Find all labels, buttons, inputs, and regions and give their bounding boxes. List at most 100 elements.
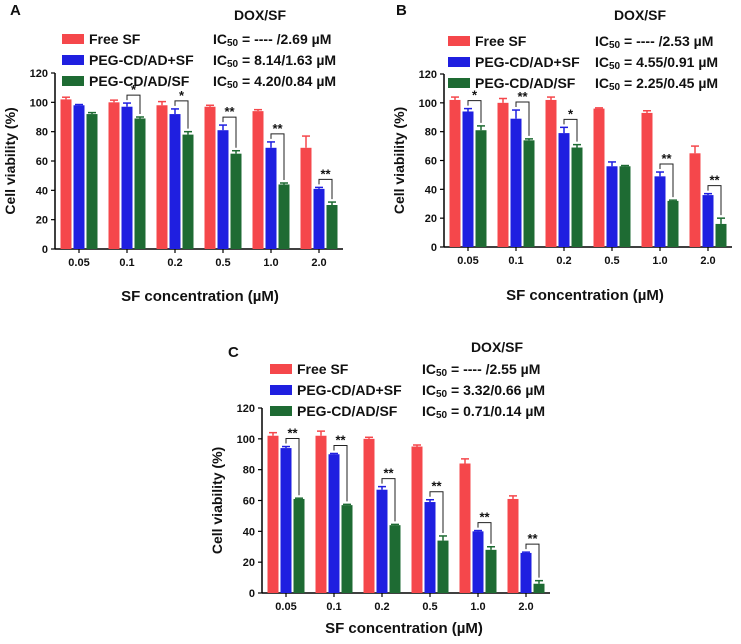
bar (278, 184, 290, 249)
y-tick-label: 40 (243, 526, 255, 538)
x-tick-label: 0.5 (422, 601, 437, 613)
bar (280, 448, 292, 593)
bar (86, 114, 98, 249)
significance-label: ** (287, 426, 298, 441)
y-tick-label: 40 (425, 184, 437, 196)
bar (424, 502, 436, 593)
significance-bracket (222, 116, 237, 148)
legend-swatch (270, 385, 292, 395)
significance-bracket (318, 178, 333, 200)
y-tick-label: 60 (425, 156, 437, 168)
y-tick-label: 0 (431, 242, 437, 254)
significance-bracket (333, 444, 348, 502)
x-tick-label: 1.0 (470, 601, 485, 613)
significance-bracket (477, 522, 492, 544)
ic50-text: IC50 = 3.32/0.66 µM (422, 382, 545, 400)
bar (497, 102, 509, 247)
y-tick-label: 120 (237, 403, 255, 415)
y-tick-label: 0 (42, 244, 48, 256)
y-tick-label: 20 (36, 215, 48, 227)
dox-sf-header: DOX/SF (471, 339, 524, 355)
significance-label: ** (479, 510, 490, 525)
significance-bracket (429, 491, 444, 533)
bar (313, 188, 325, 249)
significance-label: * (568, 106, 574, 121)
bar (156, 105, 168, 250)
x-tick-label: 0.1 (326, 601, 341, 613)
x-tick-label: 2.0 (700, 255, 715, 267)
y-tick-label: 60 (243, 496, 255, 508)
bar (204, 106, 216, 249)
bar (60, 99, 72, 250)
ic50-text: IC50 = ---- /2.53 µM (595, 33, 713, 51)
bar (376, 489, 388, 593)
significance-bracket (270, 133, 285, 180)
bar (462, 111, 474, 247)
y-tick-label: 80 (425, 127, 437, 139)
bar (593, 108, 605, 247)
legend-label: PEG-CD/AD+SF (475, 54, 580, 70)
bar (459, 463, 471, 593)
y-tick-label: 0 (249, 588, 255, 600)
bar (341, 505, 353, 593)
chart-panel-c: C DOX/SF Free SF IC50 = ---- /2.55 µM PEG-CD… (209, 339, 550, 637)
bar (654, 176, 666, 247)
bar (134, 118, 146, 249)
bar (265, 147, 277, 249)
y-tick-label: 60 (36, 156, 48, 168)
ic50-text: IC50 = 4.55/0.91 µM (595, 54, 718, 72)
bar (169, 114, 181, 249)
x-tick-label: 0.5 (215, 257, 230, 269)
ic50-text: IC50 = ---- /2.55 µM (422, 361, 540, 379)
bar (230, 153, 242, 249)
panel-letter: B (396, 2, 407, 19)
y-tick-label: 100 (237, 434, 255, 446)
chart-panel-b: B DOX/SF Free SF IC50 = ---- /2.53 µM PEG-CD… (391, 2, 732, 304)
significance-bracket (467, 100, 482, 123)
bar (73, 105, 85, 250)
significance-label: * (179, 88, 185, 103)
y-tick-label: 20 (243, 557, 255, 569)
panel-letter: C (228, 344, 239, 361)
bar (437, 540, 449, 593)
y-tick-label: 120 (419, 69, 437, 81)
y-tick-label: 80 (243, 465, 255, 477)
legend-label: Free SF (475, 33, 527, 49)
significance-bracket (381, 478, 396, 522)
significance-label: * (131, 82, 137, 97)
x-axis-label: SF concentration (µM) (506, 287, 664, 304)
x-tick-label: 1.0 (652, 255, 667, 267)
x-tick-label: 0.2 (167, 257, 182, 269)
significance-label: ** (224, 104, 235, 119)
chart-panel-a: A DOX/SF Free SF IC50 = ---- /2.69 µM PEG-CD… (2, 2, 343, 305)
ic50-text: IC50 = ---- /2.69 µM (213, 31, 331, 49)
ic50-text: IC50 = 0.71/0.14 µM (422, 403, 545, 421)
y-tick-label: 20 (425, 213, 437, 225)
legend-label: PEG-CD/AD/SF (475, 75, 576, 91)
bar (606, 166, 618, 247)
legend-label: PEG-CD/AD/SF (89, 73, 190, 89)
dox-sf-header: DOX/SF (614, 7, 667, 23)
bar (182, 134, 194, 249)
x-tick-label: 0.2 (374, 601, 389, 613)
significance-label: ** (383, 466, 394, 481)
significance-bracket (515, 101, 530, 136)
legend-label: PEG-CD/AD/SF (297, 403, 398, 419)
legend-swatch (62, 55, 84, 65)
x-tick-label: 0.05 (68, 257, 89, 269)
legend-label: Free SF (297, 361, 349, 377)
bar (641, 112, 653, 247)
bar (571, 147, 583, 247)
significance-bracket (126, 94, 141, 114)
y-axis-label: Cell viability (%) (391, 107, 407, 214)
y-tick-label: 40 (36, 185, 48, 197)
legend-swatch (448, 36, 470, 46)
x-tick-label: 2.0 (311, 257, 326, 269)
significance-label: ** (431, 479, 442, 494)
ic50-text: IC50 = 4.20/0.84 µM (213, 73, 336, 91)
significance-label: ** (517, 89, 528, 104)
bar (328, 454, 340, 593)
bar (510, 118, 522, 247)
significance-label: ** (709, 173, 720, 188)
bar (667, 200, 679, 247)
